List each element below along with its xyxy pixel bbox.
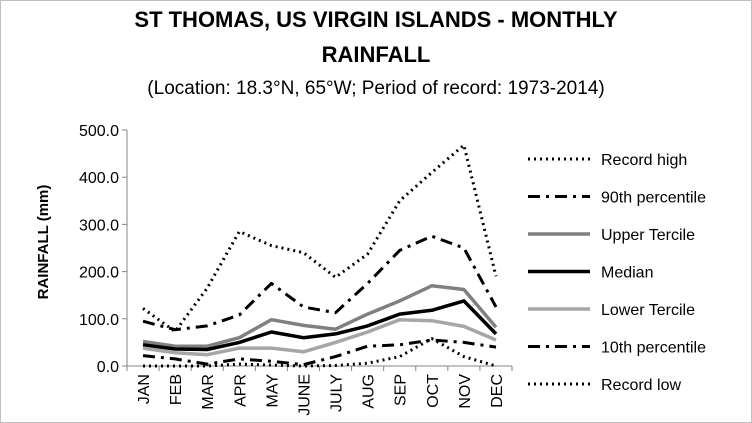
axes <box>126 130 512 367</box>
x-tick-label: FEB <box>168 374 185 405</box>
y-tick-label: 0.0 <box>97 359 119 376</box>
y-tick-label: 300.0 <box>79 217 119 234</box>
x-axis-ticks: JAN FEB MAR APR MAY JUNE JULY AUG SEP OCT NOV DEC <box>126 366 513 416</box>
x-tick-label: JULY <box>329 374 346 412</box>
series-line <box>142 299 498 352</box>
series-lines <box>142 143 498 368</box>
x-tick-label: JUNE <box>296 374 313 416</box>
chart-subtitle: (Location: 18.3°N, 65°W; Period of recor… <box>147 78 605 99</box>
legend: Record high 90th percentile Upper Tercile M… <box>528 152 706 394</box>
chart-title-line-2: RAINFALL <box>321 42 431 67</box>
chart-title-line-1: ST THOMAS, US VIRGIN ISLANDS - MONTHLY <box>134 7 618 32</box>
series-line <box>142 284 498 348</box>
legend-label: Record high <box>601 152 687 169</box>
y-tick-label: 400.0 <box>79 170 119 187</box>
y-tick-label: 200.0 <box>79 265 119 282</box>
legend-label: Median <box>601 265 653 282</box>
x-tick-label: SEP <box>393 374 410 406</box>
series-line <box>143 337 497 368</box>
y-tick-label: 100.0 <box>79 312 119 329</box>
x-tick-label: DEC <box>489 374 506 408</box>
x-tick-label: MAR <box>200 374 217 410</box>
y-tick-label: 500.0 <box>79 123 119 140</box>
x-tick-label: OCT <box>425 374 442 408</box>
series-line <box>142 338 497 367</box>
series-line <box>142 317 497 357</box>
legend-label: Upper Tercile <box>601 227 695 244</box>
legend-label: 10th percentile <box>601 340 706 357</box>
x-tick-label: MAY <box>264 374 281 408</box>
legend-label: Record low <box>601 377 681 394</box>
x-tick-label: JAN <box>136 374 153 404</box>
y-axis-ticks: 0.0 100.0 200.0 300.0 400.0 500.0 <box>79 123 127 376</box>
legend-label: Lower Tercile <box>601 302 695 319</box>
series-line <box>142 143 498 333</box>
series-line <box>142 234 498 332</box>
x-tick-label: NOV <box>457 374 474 409</box>
x-tick-label: AUG <box>361 374 378 409</box>
legend-label: 90th percentile <box>601 190 706 207</box>
x-tick-label: APR <box>232 374 249 407</box>
y-axis-label: RAINFALL (mm) <box>35 185 52 300</box>
